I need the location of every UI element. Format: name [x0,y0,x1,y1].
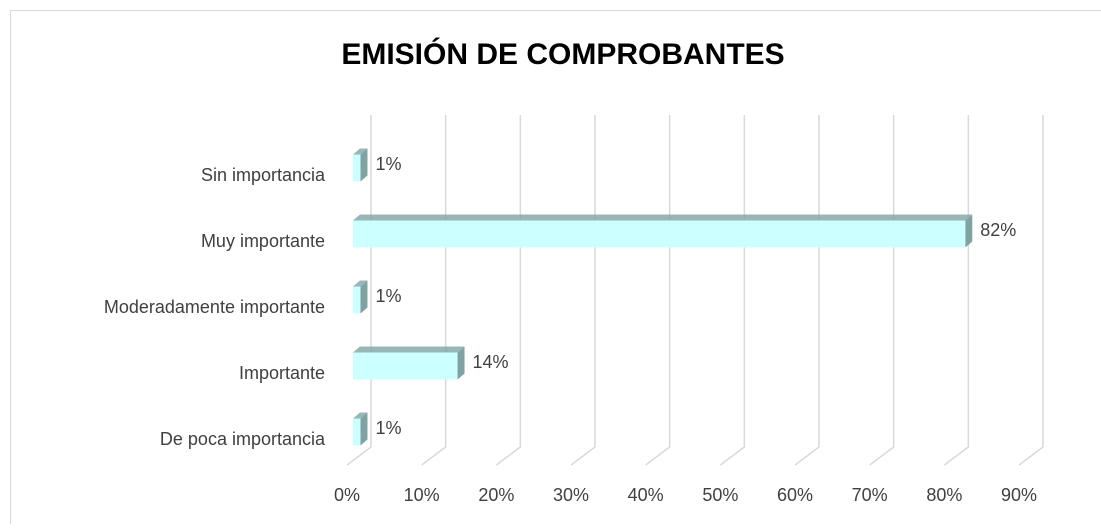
bar [353,155,360,182]
x-tick-label: 40% [628,485,664,505]
y-tick-label: Muy importante [201,231,325,251]
y-tick-label: Sin importancia [201,165,326,185]
x-tick-label: 70% [852,485,888,505]
bar [353,287,360,314]
data-label: 1% [375,154,401,174]
x-tick-label: 0% [334,485,360,505]
x-tick-label: 10% [404,485,440,505]
bar-top [353,215,972,221]
x-tick-label: 50% [702,485,738,505]
bar [353,221,965,248]
x-tick-label: 30% [553,485,589,505]
chart-title: EMISIÓN DE COMPROBANTES [341,37,784,71]
data-label: 1% [375,418,401,438]
data-label: 14% [473,352,509,372]
bar-top [353,347,465,353]
bar [353,419,360,446]
y-tick-label: Moderadamente importante [104,297,325,317]
x-tick-label: 90% [1001,485,1037,505]
data-label: 82% [980,220,1016,240]
x-tick-label: 80% [926,485,962,505]
y-tick-label: Importante [239,363,325,383]
y-tick-label: De poca importancia [160,429,326,449]
x-tick-label: 20% [478,485,514,505]
x-tick-label: 60% [777,485,813,505]
bar [353,353,458,380]
data-label: 1% [375,286,401,306]
